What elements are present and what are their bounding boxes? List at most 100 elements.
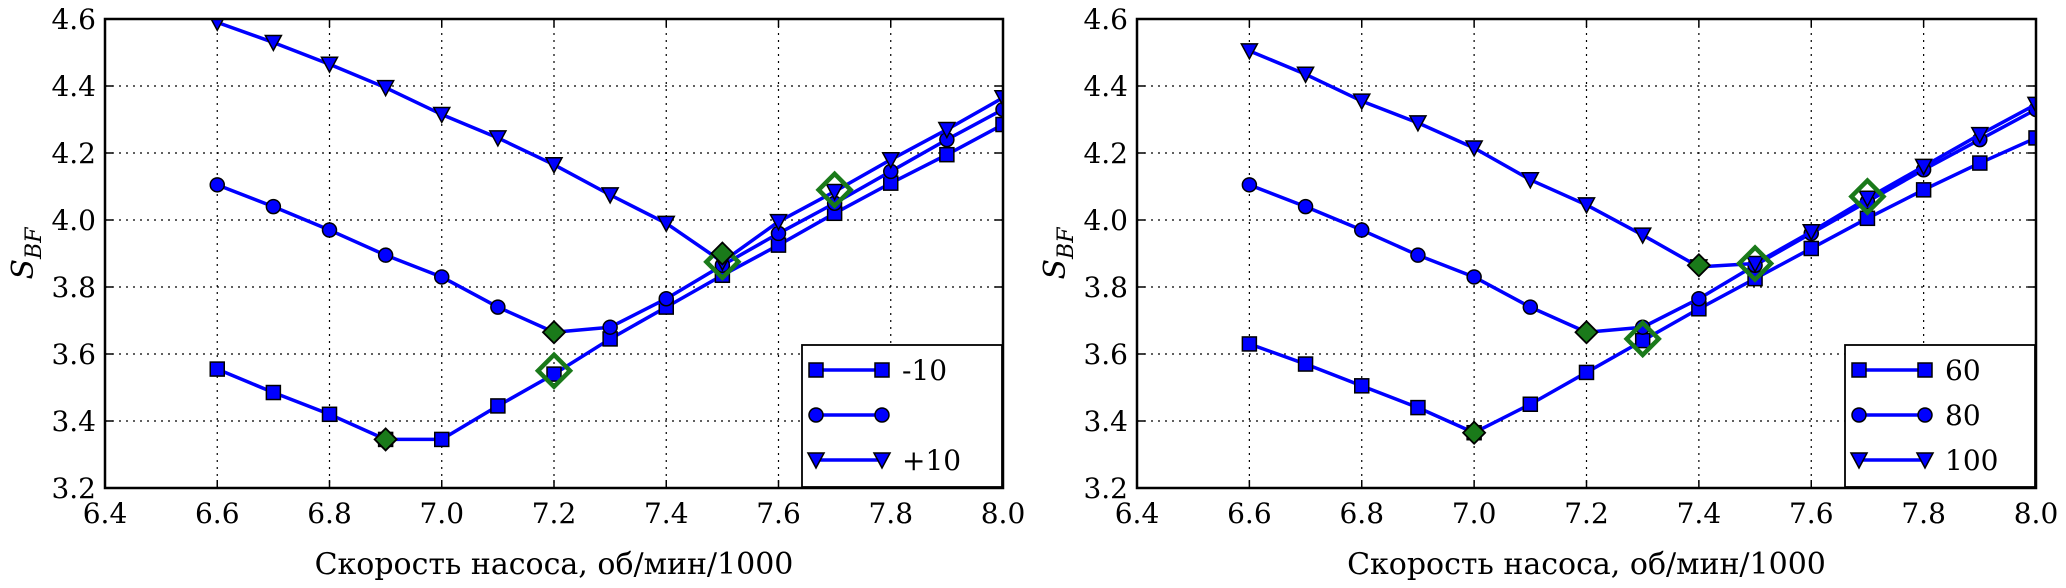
series-0-point	[1241, 336, 1258, 352]
series-2-point	[600, 187, 620, 205]
series-0-point	[1410, 399, 1426, 416]
legend-0-label: -10	[902, 354, 947, 387]
plot-frame	[103, 17, 1005, 490]
y-tick-label: 4.2	[1083, 137, 1128, 170]
y-tick-label: 3.6	[51, 338, 96, 371]
series-1-point	[209, 177, 225, 193]
x-tick-label: 7.8	[1901, 497, 1946, 530]
series-1-point	[1241, 177, 1258, 193]
y-axis-label-main: S	[1038, 259, 1073, 280]
y-tick-label: 4.0	[1083, 204, 1128, 237]
open-diamond-marker	[1848, 177, 1887, 216]
y-tick-label: 4.4	[51, 70, 96, 103]
series-1-point	[434, 269, 450, 285]
x-tick-label: 7.0	[1452, 497, 1497, 530]
series-2-point	[488, 130, 508, 148]
series-2-point	[1577, 197, 1596, 215]
x-tick-label: 6.6	[1227, 497, 1272, 530]
series-0-point	[546, 366, 562, 382]
series-2-point	[432, 106, 452, 125]
series-2-point	[1858, 190, 1877, 208]
y-tick-label: 3.6	[1083, 338, 1128, 371]
x-tick-label: 6.8	[1339, 497, 1384, 530]
y-axis-label-subscript: BF	[1054, 227, 1079, 260]
series-1-point	[265, 198, 282, 215]
series-2-point	[1240, 43, 1259, 61]
series-2-point	[264, 34, 283, 53]
legend-1-marker	[808, 407, 824, 423]
x-tick-label: 7.4	[1677, 497, 1722, 530]
open-diamond-marker	[703, 242, 742, 282]
filled-diamond-marker	[1686, 252, 1712, 278]
legend: 60 80 100	[1844, 344, 2036, 488]
series-layer	[209, 19, 1003, 452]
legend-0-marker	[1851, 362, 1867, 378]
series-2-point	[1408, 115, 1428, 133]
series-0-point	[1522, 396, 1539, 412]
open-diamond-marker	[534, 351, 574, 390]
plot-frame	[1135, 17, 2038, 490]
series-1-point	[1354, 222, 1370, 238]
series-0-point	[2028, 130, 2036, 146]
y-axis-label: SBF	[1038, 227, 1079, 280]
series-2-point	[881, 151, 901, 170]
series-2-point	[320, 56, 339, 74]
x-tick-label: 6.8	[307, 497, 352, 530]
legend-1-marker	[1917, 407, 1933, 423]
chart-panel-right: 6.4 6.6 6.8 7.0 7.2 7.4 7.6 7.8 8.0 3.2 3.4 3.6 3.8 4…	[1038, 3, 2058, 582]
series-layer	[1240, 43, 2036, 445]
series-1-point	[490, 299, 506, 315]
series-0-point	[1803, 240, 1819, 257]
legend-0-marker	[1917, 362, 1933, 378]
series-2-point	[937, 121, 957, 140]
open-diamond-marker	[1623, 319, 1662, 359]
filled-diamond-marker	[710, 241, 735, 266]
y-tick-label: 3.4	[51, 405, 96, 438]
series-2-point	[1970, 126, 1990, 145]
y-tick-label: 4.4	[1083, 70, 1128, 103]
series-0-point	[1634, 332, 1651, 349]
legend-2-marker	[1915, 452, 1935, 470]
y-axis-label: SBF	[6, 227, 47, 280]
filled-diamond-marker	[541, 319, 567, 345]
series-2-point	[656, 215, 676, 233]
series-2-point	[1745, 255, 1765, 274]
series-2-point	[1352, 93, 1372, 111]
legend-2-marker	[872, 452, 892, 470]
open-diamond-marker	[815, 170, 854, 210]
series-1-point	[1410, 247, 1426, 263]
series-2-point	[825, 183, 844, 202]
series-0-point	[209, 361, 225, 377]
legend-0-marker	[874, 362, 890, 378]
series-2-point	[1801, 223, 1821, 242]
y-axis-label-main: S	[6, 259, 41, 280]
legend-1-marker	[874, 407, 890, 423]
x-tick-label: 7.6	[756, 497, 801, 530]
series-2-point	[1521, 172, 1540, 190]
series-1-point	[602, 319, 618, 335]
x-tick-label: 7.2	[1564, 497, 1609, 530]
series-2-point	[376, 79, 395, 98]
legend: -10 +10	[801, 344, 1003, 488]
series-1-point	[1691, 290, 1707, 307]
series-2-point	[1464, 140, 1484, 158]
series-0-point	[1972, 155, 1988, 171]
series-2-point	[2026, 96, 2036, 115]
chart-panel-left: 6.4 6.6 6.8 7.0 7.2 7.4 7.6 7.8 8.0 3.2 3.4 3.6 3.8 4…	[6, 3, 1025, 582]
legend-1-marker	[1851, 407, 1867, 423]
legend-0-marker	[808, 362, 824, 378]
series-0-point	[1297, 356, 1314, 372]
legend-1-label: 80	[1945, 399, 1981, 432]
x-tick-label: 6.4	[1115, 497, 1160, 530]
y-tick-label: 3.2	[51, 472, 96, 505]
series-2-point	[993, 89, 1003, 108]
y-tick-label: 3.8	[51, 271, 96, 304]
series-0-point	[939, 146, 955, 163]
legend-0-label: 60	[1945, 354, 1981, 387]
legend-2-marker	[806, 452, 826, 470]
series-0-point	[1354, 378, 1370, 394]
series-1-point	[377, 247, 394, 263]
x-tick-label: 6.6	[195, 497, 240, 530]
legend-2-marker	[1849, 452, 1869, 470]
